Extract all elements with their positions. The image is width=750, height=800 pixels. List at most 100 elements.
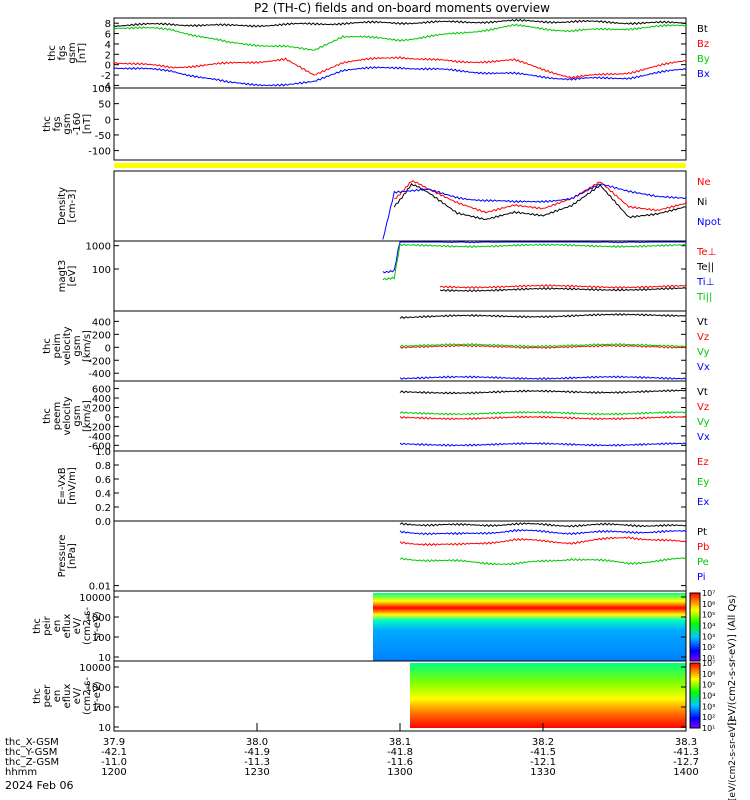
x-tick-label: -41.5 (530, 747, 556, 758)
x-tick-label: 1400 (673, 767, 698, 778)
series-Vt (399, 389, 687, 395)
series-Ti|| (382, 242, 687, 281)
x-tick-label: -41.3 (673, 747, 699, 758)
plot-title: P2 (TH-C) fields and on-board moments ov… (254, 1, 550, 15)
panel-frame (113, 310, 687, 382)
y-tick-label: 0.2 (95, 503, 111, 514)
y-tick-label: 0 (105, 343, 111, 354)
series-Vx (399, 442, 687, 447)
y-axis-label: peim (52, 333, 63, 358)
y-tick-label: 10000 (79, 593, 111, 604)
y-axis-label: [eV] (67, 266, 78, 287)
panel-frame (113, 240, 687, 312)
legend-entry: Ez (697, 457, 709, 468)
legend-entry: Vt (697, 387, 708, 398)
y-tick-label: -400 (88, 369, 111, 380)
x-tick-label: 38.1 (389, 737, 411, 748)
legend-entry: Vy (697, 347, 710, 358)
y-axis-label: eV/ (72, 687, 83, 704)
colorbar-tick: 10⁵ (702, 611, 715, 620)
x-row-label: thc_Y-GSM (5, 747, 57, 758)
series-Ni (393, 182, 687, 221)
series-Vy (399, 410, 687, 416)
series-Pi (399, 528, 687, 536)
x-tick-label: -11.3 (244, 757, 270, 768)
series-By (113, 23, 687, 52)
x-tick-label: 37.9 (103, 737, 125, 748)
series-Vt (399, 312, 687, 319)
y-tick-label: -4 (101, 81, 111, 92)
y-tick-label: 2 (105, 50, 111, 61)
y-tick-label: -2 (101, 71, 111, 82)
legend-entry: Ni (697, 197, 707, 208)
y-tick-label: 1000 (86, 242, 111, 253)
x-tick-label: 38.3 (675, 737, 697, 748)
y-tick-label: -50 (95, 131, 111, 142)
x-tick-label: -41.8 (387, 747, 413, 758)
legend-entry: Vx (697, 432, 710, 443)
y-tick-label: 10000 (79, 663, 111, 674)
y-tick-label: -400 (88, 432, 111, 443)
legend-entry: Bx (697, 69, 710, 80)
y-tick-label: -200 (88, 356, 111, 367)
x-row-label: thc_Z-GSM (5, 757, 59, 768)
y-tick-label: -100 (88, 147, 111, 158)
y-axis-label: Density (57, 187, 68, 225)
electron-spectrogram-fill (410, 663, 686, 728)
y-axis-label: en (52, 620, 63, 633)
x-tick-label: -12.7 (673, 757, 699, 768)
y-axis-label: thc (32, 618, 43, 634)
legend-entry: Vy (697, 417, 710, 428)
x-tick-label: -12.1 (530, 757, 556, 768)
y-axis-label: peir (42, 615, 53, 635)
colorbar-tick: 10² (702, 643, 715, 652)
x-tick-label: 1200 (101, 767, 126, 778)
series-Pb (399, 536, 687, 547)
y-axis-label: thc (42, 408, 53, 424)
y-tick-label: 10 (98, 653, 111, 664)
y-axis-label: thc (42, 338, 53, 354)
x-row-label: thc_X-GSM (5, 737, 59, 748)
y-tick-label: 100 (92, 703, 111, 714)
series-Bz (113, 55, 687, 80)
y-axis-label: gsm (62, 113, 73, 134)
y-axis-label: velocity (62, 326, 73, 365)
y-tick-label: 200 (92, 403, 111, 414)
y-tick-label: 50 (98, 100, 111, 111)
y-axis-label: [mV/m] (67, 467, 78, 505)
colorbar-tick: 10⁷ (702, 589, 715, 598)
y-tick-label: 0.01 (89, 582, 111, 593)
y-axis-label: thc (42, 116, 53, 132)
legend-entry: Npot (697, 217, 721, 228)
panel-frame (113, 380, 687, 452)
x-tick-label: -41.9 (244, 747, 270, 758)
colorbar-label: [eV/(cm2-s-sr-eV)] (728, 719, 738, 800)
panel-frame (113, 87, 687, 161)
y-tick-label: 200 (92, 330, 111, 341)
series-Te⊥ (439, 284, 687, 289)
legend-entry: Ne (697, 177, 711, 188)
y-axis-label: eflux (62, 684, 73, 709)
series-Pe (399, 556, 687, 566)
colorbar-tick: 10¹ (702, 724, 715, 733)
series-Vz (399, 415, 687, 421)
y-axis-label: peem (52, 402, 63, 430)
y-axis-label: -160 (72, 113, 83, 136)
y-axis-label: eflux (62, 614, 73, 639)
legend-entry: Pb (697, 542, 709, 553)
y-tick-label: 400 (92, 317, 111, 328)
legend-entry: By (697, 54, 710, 65)
y-axis-label: gsm (67, 42, 78, 63)
y-tick-label: 6 (105, 30, 111, 41)
y-axis-label: E=-VxB (57, 467, 68, 504)
colorbar-tick: 10³ (702, 632, 715, 641)
status-bar (114, 163, 686, 168)
series-Ne (394, 180, 687, 214)
y-tick-label: 0 (105, 115, 111, 126)
y-axis-label: thc (47, 45, 58, 61)
y-tick-label: 0 (105, 61, 111, 72)
legend-entry: Ti|| (696, 292, 712, 303)
legend-entry: Ex (697, 497, 709, 508)
